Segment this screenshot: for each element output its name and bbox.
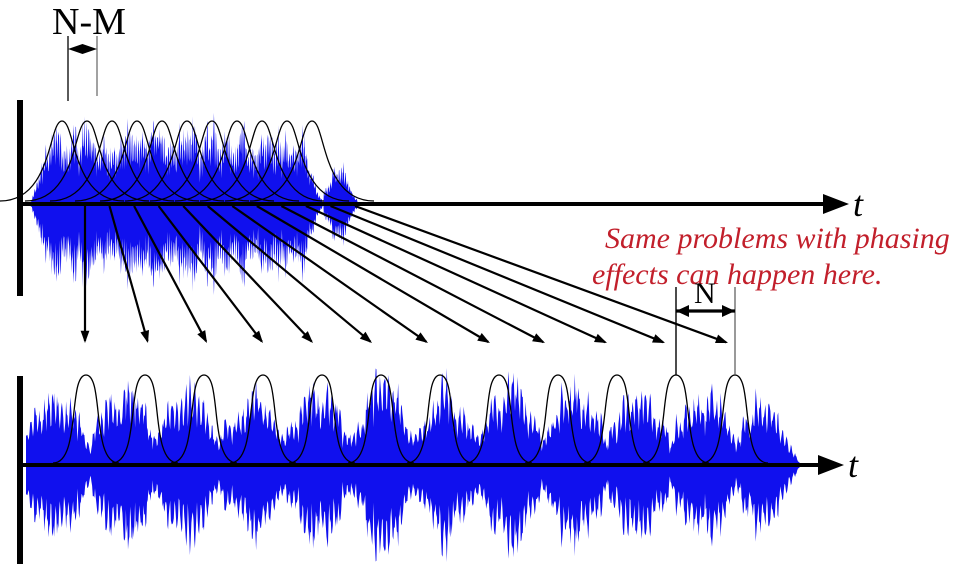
svg-text:t: t xyxy=(848,445,859,485)
svg-text:t: t xyxy=(853,184,864,224)
svg-text:Same problems with phasing: Same problems with phasing xyxy=(605,222,950,255)
svg-text:N-M: N-M xyxy=(52,1,126,43)
svg-text:effects can happen here.: effects can happen here. xyxy=(592,258,882,291)
svg-text:N: N xyxy=(694,277,716,310)
